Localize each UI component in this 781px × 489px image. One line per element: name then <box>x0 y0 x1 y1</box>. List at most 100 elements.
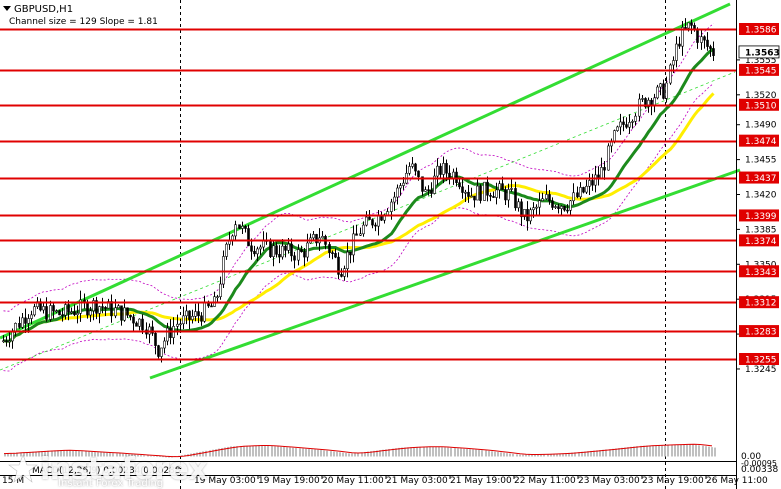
candle-body <box>92 300 95 312</box>
candle-body <box>582 187 585 193</box>
candle-body <box>234 224 237 237</box>
macd-bar <box>323 450 325 457</box>
macd-bar <box>137 454 139 457</box>
macd-bar <box>271 446 273 457</box>
candle-body <box>669 64 672 84</box>
macd-bar <box>438 446 440 457</box>
instaforex-logo-icon <box>8 453 38 483</box>
macd-bar <box>528 454 530 457</box>
candle-body <box>591 180 594 186</box>
macd-bar <box>388 448 390 457</box>
candle-body <box>253 250 256 255</box>
candle-body <box>414 163 417 172</box>
candle-body <box>250 245 253 252</box>
macd-bar <box>305 448 307 457</box>
candle-body <box>644 98 647 108</box>
macd-bar <box>280 446 282 457</box>
macd-bar <box>299 448 301 457</box>
candle-body <box>200 315 203 322</box>
macd-bar <box>75 450 77 457</box>
macd-bar <box>20 452 22 457</box>
time-tick-label: 22 May 11:00 <box>514 476 576 486</box>
macd-bar <box>202 451 204 457</box>
candle-body <box>49 305 52 320</box>
candle-body <box>244 225 247 229</box>
level-label: 1.3437 <box>745 174 777 184</box>
candle-body <box>687 22 690 29</box>
macd-bar <box>599 450 601 457</box>
macd-bar <box>680 444 682 457</box>
macd-bar <box>537 454 539 457</box>
macd-bar <box>119 453 121 457</box>
candle-body <box>321 236 324 239</box>
candle-body <box>545 194 548 200</box>
candle-body <box>439 165 442 175</box>
macd-bar <box>60 450 62 457</box>
macd-bar <box>326 450 328 457</box>
candle-body <box>129 314 132 318</box>
time-tick-label: 23 May 19:00 <box>642 476 704 486</box>
candle-body <box>473 195 476 201</box>
level-label-bg <box>739 234 779 247</box>
candle-body <box>665 82 668 99</box>
time-tick-label: 26 May 11:00 <box>706 476 768 486</box>
candle-body <box>86 302 89 316</box>
candle-body <box>337 256 340 275</box>
candle-body <box>203 302 206 322</box>
macd-bar <box>488 450 490 457</box>
candle-body <box>489 194 492 197</box>
macd-bar <box>636 446 638 457</box>
candle-body <box>297 249 300 261</box>
candle-body <box>479 185 482 201</box>
candle-body <box>464 191 467 194</box>
candle-body <box>346 251 349 269</box>
candle-body <box>303 251 306 258</box>
macd-bar <box>261 445 263 457</box>
macd-bar <box>590 450 592 457</box>
macd-bar <box>677 444 679 457</box>
symbol-dropdown-icon[interactable] <box>3 6 11 11</box>
candle-body <box>185 310 188 317</box>
candle-body <box>76 313 79 316</box>
candle-body <box>523 209 526 218</box>
candle-body <box>641 98 644 100</box>
macd-bar <box>689 444 691 457</box>
macd-bar <box>708 446 710 457</box>
candle-body <box>557 206 560 209</box>
level-label: 1.3312 <box>745 299 777 309</box>
candle-body <box>362 224 365 235</box>
candle-body <box>151 326 154 334</box>
macd-bar <box>122 453 124 457</box>
macd-bar <box>69 450 71 457</box>
candle-body <box>219 283 222 297</box>
logo-tagline: Instant Forex Trading <box>58 478 164 489</box>
candle-body <box>430 189 433 194</box>
macd-bar <box>658 445 660 457</box>
macd-bar <box>395 448 397 457</box>
macd-bar <box>215 449 217 457</box>
macd-bar <box>469 449 471 457</box>
candle-body <box>359 233 362 236</box>
candle-body <box>399 185 402 189</box>
candle-body <box>498 183 501 191</box>
macd-bar <box>702 445 704 457</box>
price-tick-label: 1.3555 <box>745 56 777 66</box>
macd-bar <box>255 445 257 457</box>
candle-body <box>33 306 36 316</box>
macd-bar <box>574 452 576 457</box>
candle-body <box>625 124 628 128</box>
macd-bar <box>475 449 477 457</box>
macd-bar <box>131 454 133 457</box>
macd-bar <box>314 449 316 457</box>
macd-bar <box>116 453 118 457</box>
channel-upper <box>0 2 731 340</box>
macd-bar <box>57 450 59 457</box>
macd-bar <box>85 451 87 457</box>
candle-body <box>328 244 331 253</box>
candle-body <box>368 216 371 220</box>
candle-body <box>520 201 523 218</box>
candle-body <box>293 255 296 261</box>
level-label-bg <box>739 209 779 222</box>
macd-bar <box>212 449 214 457</box>
